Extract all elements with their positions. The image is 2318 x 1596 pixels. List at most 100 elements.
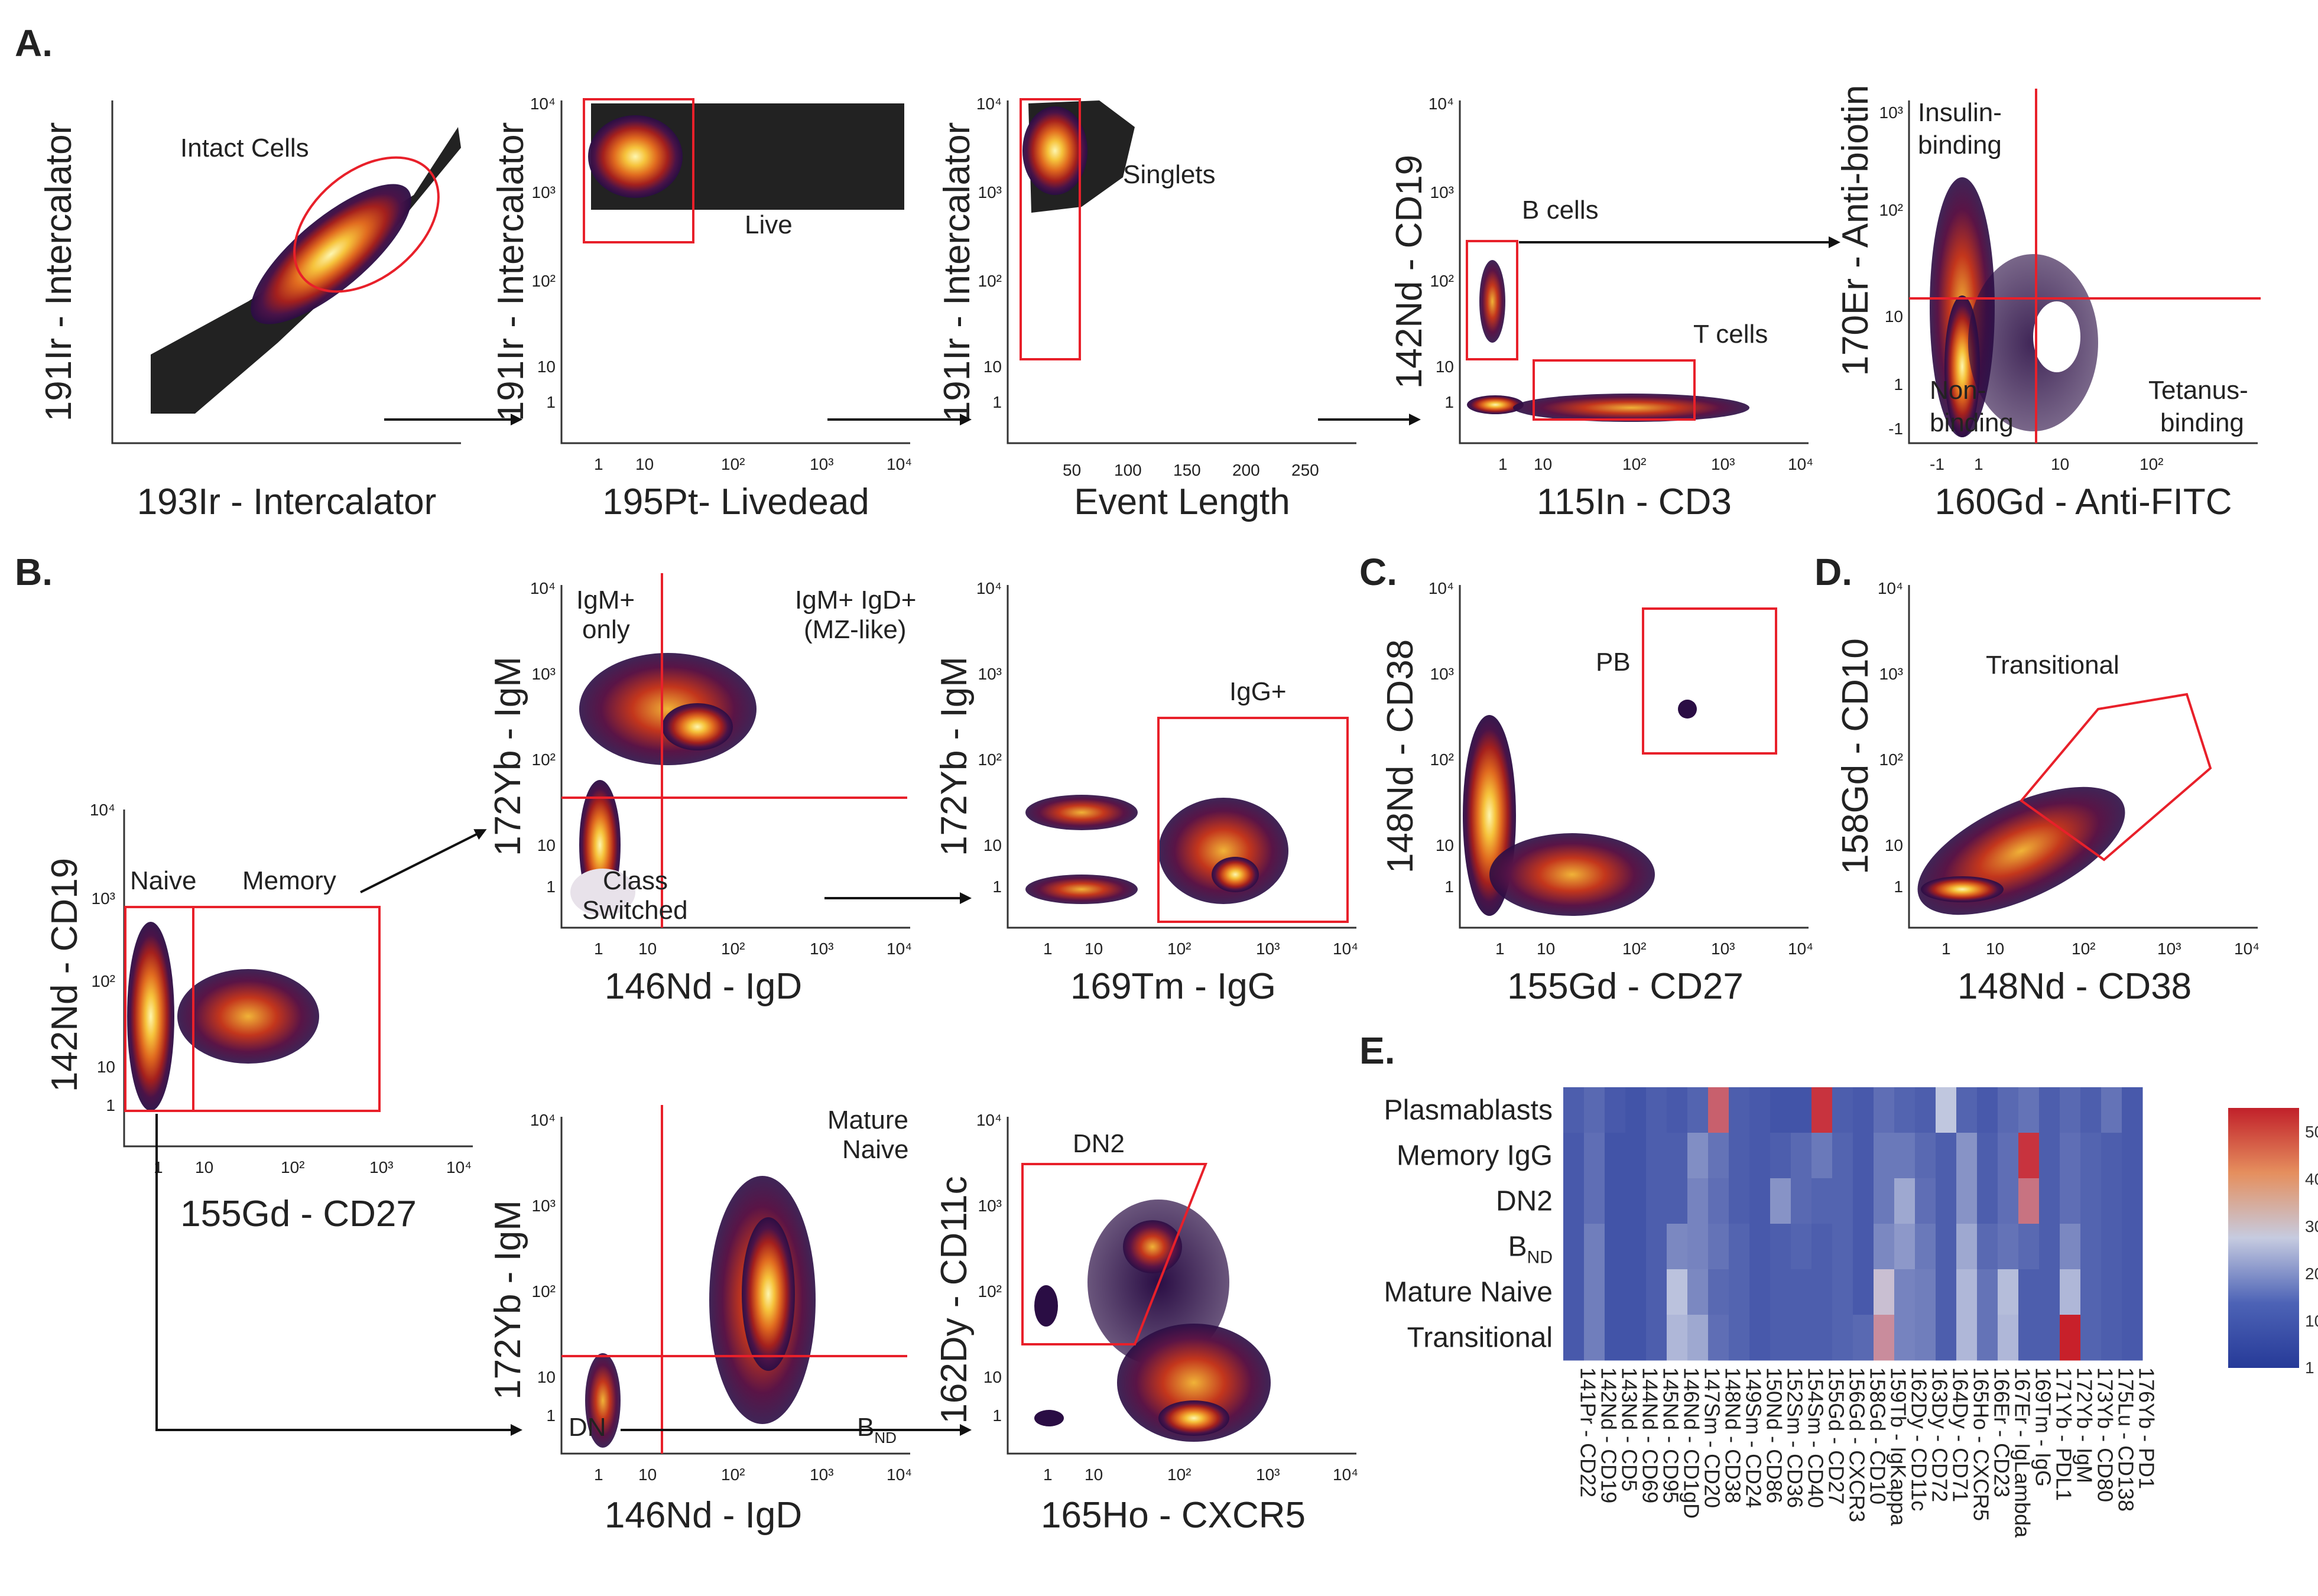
xtick-p4-3: 10³ <box>1711 455 1735 473</box>
xlabel-p5: 160Gd - Anti-FITC <box>1934 482 2232 522</box>
heatmap-cell <box>1708 1133 1729 1179</box>
ytick-p11-3: 10 <box>537 1368 556 1386</box>
arrow-memory-igm <box>360 829 487 893</box>
heatmap-cell <box>1687 1133 1709 1179</box>
xticks-p6: 1 10 10² 10³ 10⁴ <box>154 1158 472 1176</box>
ytick-p6-0: 10⁴ <box>90 801 115 819</box>
heatmap-column-label: 149Sm - CD24 <box>1742 1367 1766 1508</box>
ytick-p3-1: 10³ <box>978 183 1002 201</box>
heatmap-cell <box>1625 1178 1647 1224</box>
xlabel-p11: 146Nd - IgD <box>605 1495 802 1536</box>
heatmap-cell <box>1708 1224 1729 1270</box>
heatmap-column-label: 154Sm - CD40 <box>1804 1367 1828 1508</box>
heatmap-cell <box>1646 1087 1667 1133</box>
ylabel-p11: 172Yb - IgM <box>488 1200 528 1400</box>
ann-nonbinding-1: Non- <box>1930 376 1986 405</box>
heatmap-cell <box>1605 1315 1626 1361</box>
ann-pb: PB <box>1596 648 1631 677</box>
heatmap-column-label: 164Dy - CD71 <box>1949 1367 1973 1502</box>
colorbar-tick: 1 <box>2305 1358 2314 1377</box>
yticks-p3: 10⁴ 10³ 10² 10 1 <box>976 95 1002 411</box>
ytick-p2-1: 10³ <box>532 183 556 201</box>
xtick-p11-4: 10⁴ <box>887 1465 912 1484</box>
heatmap-cell <box>2080 1087 2102 1133</box>
ytick-p9-3: 10 <box>1436 836 1454 854</box>
panel-label-d: D. <box>1814 551 1852 593</box>
heatmap-cell <box>1791 1224 1812 1270</box>
xtick-p9-0: 1 <box>1495 940 1505 958</box>
heatmap-cell <box>1667 1133 1688 1179</box>
xtick-p4-2: 10² <box>1622 455 1646 473</box>
heatmap-cell <box>1708 1178 1729 1224</box>
heatmap-column-label: 165Ho - CXCR5 <box>1969 1367 1994 1521</box>
xtick-p12-2: 10² <box>1167 1465 1191 1484</box>
heatmap-cell <box>1770 1178 1791 1224</box>
heatmap-row-label: Mature Naive <box>1384 1277 1553 1308</box>
plot-intact-cells: Intact Cells 193Ir - Intercalator 191Ir … <box>38 100 461 522</box>
heatmap-cell <box>1729 1133 1750 1179</box>
gate-pb <box>1642 607 1777 755</box>
heatmap-row-label: Memory IgG <box>1397 1140 1553 1172</box>
xtick-p3-2: 150 <box>1173 461 1201 479</box>
heatmap-cell <box>1667 1224 1688 1270</box>
xtick-p7-1: 10 <box>638 940 657 958</box>
plot-live: Live 1 10 10² 10³ 10⁴ 10⁴ 10³ 10² 10 1 1… <box>491 95 912 522</box>
heatmap-cell <box>1584 1224 1605 1270</box>
plot-antigen-binding: Insulin- binding Non- binding Tetanus- b… <box>1835 85 2261 522</box>
heatmap-cell <box>1605 1087 1626 1133</box>
xtick-p6-1: 10 <box>195 1158 213 1176</box>
heatmap-cell <box>1749 1133 1771 1179</box>
ytick-p10-2: 10² <box>1879 750 1903 769</box>
ytick-p8-2: 10² <box>978 750 1002 769</box>
heatmap-row-label: DN2 <box>1496 1186 1553 1217</box>
xtick-p7-2: 10² <box>721 940 745 958</box>
heatmap-cell <box>1977 1178 1998 1224</box>
xlabel-p8: 169Tm - IgG <box>1070 966 1276 1007</box>
xtick-p2-1: 10 <box>635 455 654 473</box>
heatmap-cell <box>1791 1315 1812 1361</box>
heatmap-cell <box>2080 1178 2102 1224</box>
heatmap-cell <box>1667 1315 1688 1361</box>
heatmap-cell <box>1625 1224 1647 1270</box>
yticks-p10: 10⁴ 10³ 10² 10 1 <box>1878 579 1903 896</box>
ytick-p3-2: 10² <box>978 272 1002 290</box>
ytick-p8-4: 1 <box>992 877 1002 896</box>
xtick-p11-0: 1 <box>594 1465 603 1484</box>
heatmap-cell <box>2101 1224 2122 1270</box>
xtick-p2-0: 1 <box>594 455 603 473</box>
xlabel-p9: 155Gd - CD27 <box>1507 966 1744 1007</box>
xtick-p12-1: 10 <box>1085 1465 1103 1484</box>
heatmap-cell <box>2060 1269 2081 1315</box>
heatmap-cell <box>2080 1133 2102 1179</box>
xlabel-p4: 115In - CD3 <box>1537 482 1732 522</box>
heatmap-cell <box>1936 1269 1957 1315</box>
colorbar-tick: 200 <box>2305 1265 2318 1283</box>
xtick-p6-3: 10³ <box>369 1158 393 1176</box>
heatmap-cell <box>1584 1087 1605 1133</box>
yticks-p4: 10⁴ 10³ 10² 10 1 <box>1429 95 1454 411</box>
heatmap-cell <box>2018 1087 2040 1133</box>
ytick-p6-2: 10² <box>92 972 115 990</box>
heatmap-cell <box>1894 1269 1916 1315</box>
heatmap-column-label: 148Nd - CD38 <box>1721 1367 1745 1503</box>
heatmap-cell <box>1625 1087 1647 1133</box>
heatmap-cell <box>2060 1315 2081 1361</box>
ylabel-p2: 191Ir - Intercalator <box>491 122 531 422</box>
heatmap-cell <box>2039 1315 2060 1361</box>
heatmap-cell <box>1915 1224 1936 1270</box>
heatmap-cell <box>1853 1269 1874 1315</box>
heatmap-cell <box>1832 1087 1853 1133</box>
xtick-p6-2: 10² <box>281 1158 304 1176</box>
ylabel-p10: 158Gd - CD10 <box>1835 638 1876 875</box>
ytick-p3-4: 1 <box>992 393 1002 411</box>
ytick-p5-3: 1 <box>1894 375 1903 394</box>
heatmap-cell <box>1956 1224 1978 1270</box>
ytick-p3-0: 10⁴ <box>976 95 1002 113</box>
heatmap-cell <box>1853 1224 1874 1270</box>
ytick-p8-0: 10⁴ <box>976 579 1002 597</box>
ann-mz-2: (MZ-like) <box>804 615 907 644</box>
ytick-p5-1: 10² <box>1879 201 1903 219</box>
heatmap-cell <box>2080 1224 2102 1270</box>
heatmap-cell <box>2060 1087 2081 1133</box>
ann-mature-1: Mature <box>827 1106 908 1135</box>
